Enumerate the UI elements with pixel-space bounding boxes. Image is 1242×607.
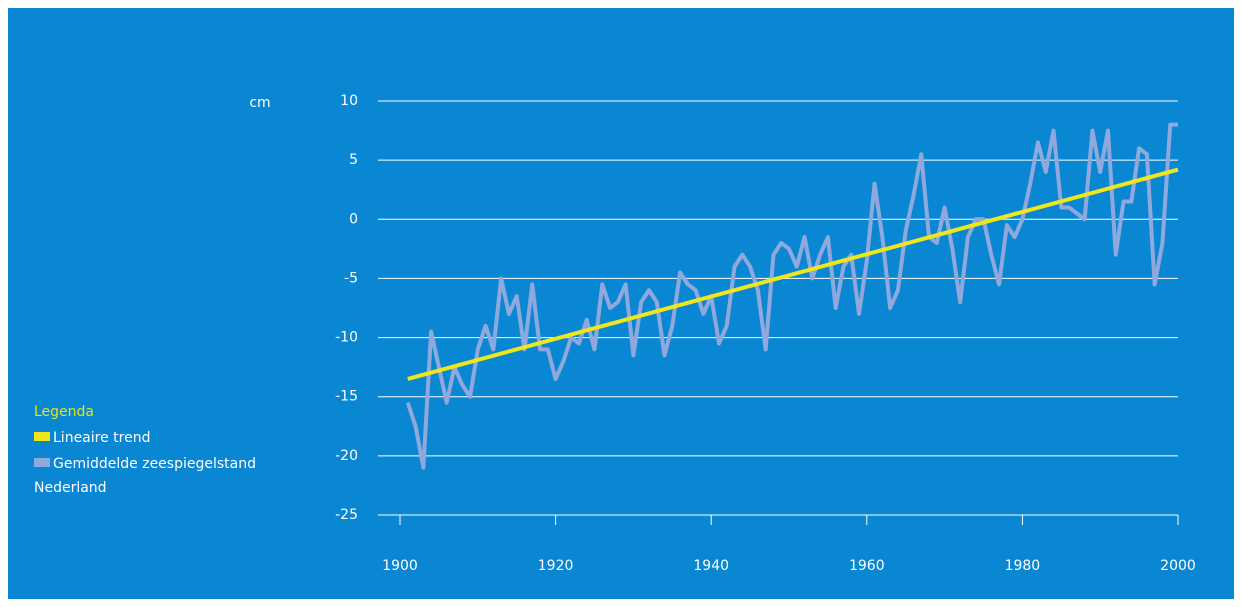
y-tick-label: -10: [335, 330, 358, 346]
x-tick-label: 1980: [1005, 558, 1041, 574]
background: [8, 8, 1234, 599]
legend-label: Lineaire trend: [53, 430, 151, 446]
legend-item: Gemiddelde zeespiegelstand Nederland: [34, 452, 274, 500]
series-line: [405, 122, 1178, 470]
series-line: [407, 167, 1179, 381]
y-tick-label: -20: [335, 448, 358, 464]
legend-items: Lineaire trend Gemiddelde zeespiegelstand…: [34, 426, 274, 500]
y-tick-label: 10: [340, 93, 358, 109]
x-tick-label: 2000: [1160, 558, 1196, 574]
x-tick-label: 1920: [538, 558, 574, 574]
legend-swatch: [34, 432, 50, 441]
x-tick-label: 1960: [849, 558, 885, 574]
y-tick-label: -25: [335, 507, 358, 523]
y-tick-label: 0: [349, 211, 358, 227]
y-tick-label: -5: [344, 270, 358, 286]
legend-label: Gemiddelde zeespiegelstand Nederland: [34, 456, 256, 496]
legend-swatch: [34, 458, 50, 467]
legend: Legenda Lineaire trend Gemiddelde zeespie…: [34, 400, 274, 500]
y-tick-label: -15: [335, 389, 358, 405]
y-tick-label: 5: [349, 152, 358, 168]
x-tick-label: 1900: [382, 558, 418, 574]
legend-item: Lineaire trend: [34, 426, 274, 450]
x-tick-label: 1940: [693, 558, 729, 574]
y-axis-label: cm: [249, 95, 270, 111]
legend-title: Legenda: [34, 404, 95, 420]
